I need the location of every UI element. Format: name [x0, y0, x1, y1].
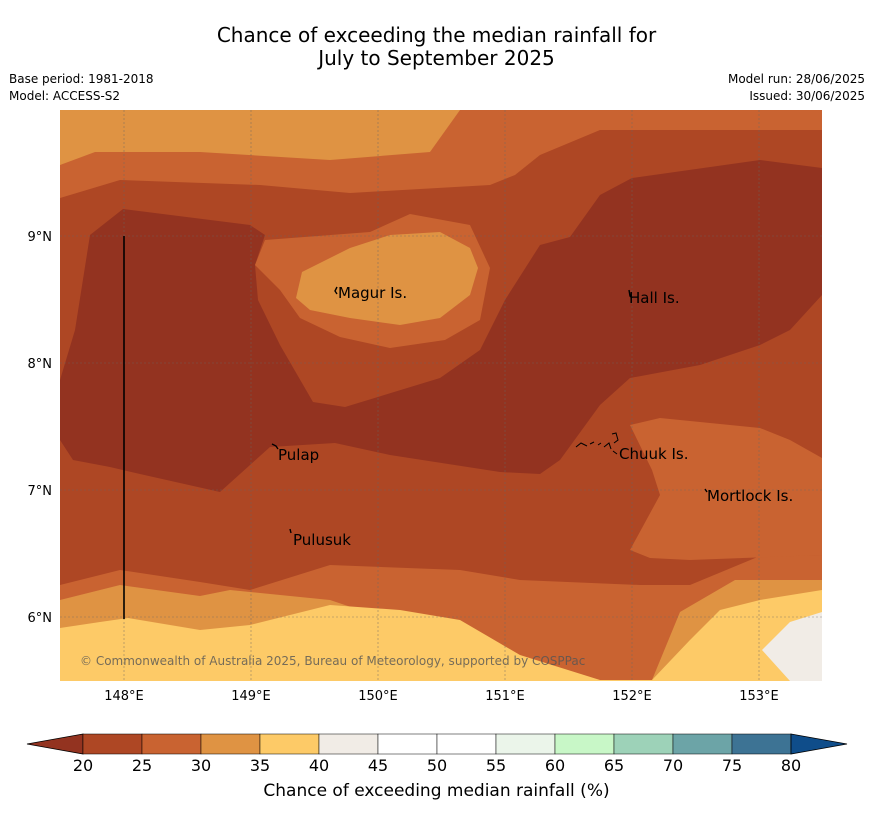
- colorbar-tick: 45: [367, 756, 389, 775]
- colorbar-bin: [318, 733, 379, 755]
- place-labels: Magur Is. Hall Is. Pulap Chuuk Is. Mortl…: [278, 284, 793, 549]
- colorbar-title: Chance of exceeding median rainfall (%): [263, 781, 610, 801]
- island-mark-chuuk: [575, 432, 619, 455]
- colorbar-tick: 80: [780, 756, 802, 775]
- colorbar-tick: 40: [308, 756, 330, 775]
- contour-layer: [60, 110, 822, 681]
- lon-label: 149°E: [231, 689, 271, 704]
- colorbar-tick: 75: [721, 756, 743, 775]
- lon-axis-labels: 148°E 149°E 150°E 151°E 152°E 153°E: [104, 689, 779, 704]
- colorbar-tick: 60: [544, 756, 566, 775]
- island-mark-pulusuk: [289, 528, 292, 534]
- colorbar-tick: 50: [426, 756, 448, 775]
- lat-label: 8°N: [28, 357, 53, 372]
- model-text: Model: ACCESS-S2: [9, 89, 121, 103]
- band-40-45: [762, 612, 822, 681]
- map-title-line2: July to September 2025: [318, 46, 555, 70]
- colorbar-extend-high: [790, 733, 848, 755]
- label-chuuk: Chuuk Is.: [619, 445, 688, 463]
- colorbar-bin: [200, 733, 261, 755]
- lat-label: 6°N: [28, 611, 53, 626]
- colorbar-bin: [495, 733, 556, 755]
- colorbar-tick: 55: [485, 756, 507, 775]
- island-mark-pulap: [271, 443, 279, 450]
- lon-label: 151°E: [485, 689, 525, 704]
- colorbar-bin: [141, 733, 202, 755]
- magur-core-30-35: [296, 232, 478, 325]
- label-pulap: Pulap: [278, 446, 319, 464]
- meta-right: Model run: 28/06/2025 Issued: 30/06/2025: [728, 71, 865, 105]
- lat-label: 9°N: [28, 230, 53, 245]
- label-hall: Hall Is.: [629, 289, 680, 307]
- copyright-text: © Commonwealth of Australia 2025, Bureau…: [80, 654, 585, 668]
- band-below-20: [60, 160, 822, 492]
- label-magur: Magur Is.: [338, 284, 407, 302]
- model-run-text: Model run: 28/06/2025: [727, 72, 865, 86]
- lat-axis-labels: 9°N 8°N 7°N 6°N: [28, 230, 53, 626]
- lon-label: 153°E: [739, 689, 779, 704]
- meta-left: Base period: 1981-2018 Model: ACCESS-S2: [9, 71, 154, 105]
- colorbar: [26, 733, 848, 755]
- colorbar-bin: [672, 733, 733, 755]
- lon-label: 152°E: [612, 689, 652, 704]
- island-mark-magur: [334, 286, 338, 295]
- colorbar-tick: 20: [72, 756, 94, 775]
- map-title-line1: Chance of exceeding the median rainfall …: [216, 23, 657, 47]
- mortlock-patch-25-30: [630, 418, 822, 560]
- colorbar-tick: 65: [603, 756, 625, 775]
- lat-label: 7°N: [28, 484, 53, 499]
- lon-label: 148°E: [104, 689, 144, 704]
- band-35-40: [60, 590, 822, 681]
- colorbar-bin: [436, 733, 497, 755]
- colorbar-tick: 70: [662, 756, 684, 775]
- island-marks: [271, 286, 708, 534]
- island-mark-mortlock: [704, 488, 708, 493]
- colorbar-tick: 25: [131, 756, 153, 775]
- colorbar-bin: [554, 733, 615, 755]
- colorbar-bin: [613, 733, 674, 755]
- lon-label: 150°E: [358, 689, 398, 704]
- colorbar-extend-low: [26, 733, 84, 755]
- island-mark-hall: [628, 289, 633, 299]
- colorbar-bin: [731, 733, 792, 755]
- colorbar-tick: 30: [190, 756, 212, 775]
- label-mortlock: Mortlock Is.: [707, 487, 793, 505]
- colorbar-bin: [259, 733, 320, 755]
- colorbar-bin: [377, 733, 438, 755]
- issued-text: Issued: 30/06/2025: [749, 89, 865, 103]
- base-period-text: Base period: 1981-2018: [9, 72, 154, 86]
- label-pulusuk: Pulusuk: [293, 531, 351, 549]
- colorbar-tick: 35: [249, 756, 271, 775]
- colorbar-bin: [82, 733, 143, 755]
